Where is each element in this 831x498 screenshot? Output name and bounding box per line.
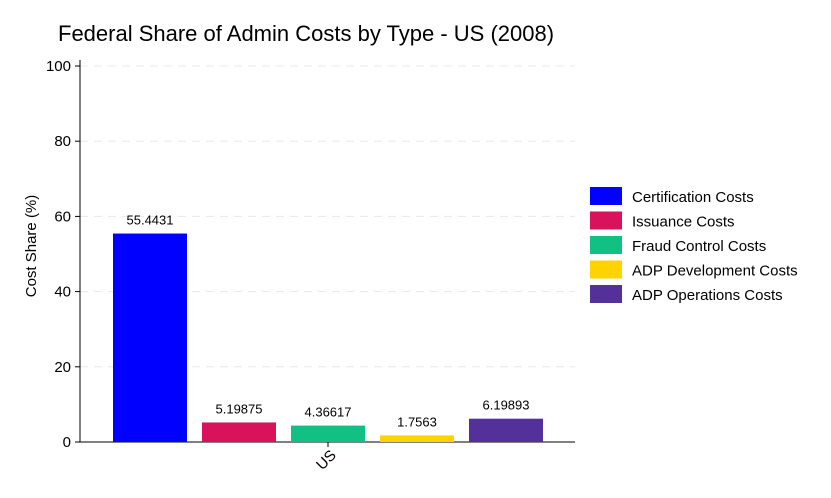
data-label: 4.36617 <box>305 405 352 420</box>
x-tick-label: US <box>313 447 340 474</box>
bar-fraud-control-costs <box>291 425 365 442</box>
y-tick-label: 0 <box>63 434 71 451</box>
bar-issuance-costs <box>202 422 276 442</box>
data-label: 1.7563 <box>397 414 437 429</box>
y-tick-label: 40 <box>54 284 71 301</box>
data-label: 5.19875 <box>216 401 263 416</box>
data-labels: 55.4431 5.19875 4.36617 1.7563 6.19893 <box>127 213 530 430</box>
chart-title: Federal Share of Admin Costs by Type - U… <box>58 21 554 46</box>
legend: Certification Costs Issuance Costs Fraud C… <box>590 187 798 304</box>
legend-entry: ADP Development Costs <box>632 263 798 280</box>
x-axis-ticks: US <box>313 442 340 474</box>
data-label: 6.19893 <box>483 398 530 413</box>
bar-adp-development-costs <box>380 435 454 442</box>
legend-swatch <box>590 187 622 205</box>
data-label: 55.4431 <box>127 213 174 228</box>
legend-entry: ADP Operations Costs <box>632 287 783 304</box>
legend-swatch <box>590 285 622 303</box>
y-tick-label: 80 <box>54 133 71 150</box>
bars <box>113 233 543 442</box>
y-axis-label: Cost Share (%) <box>23 195 40 298</box>
bar-certification-costs <box>113 233 187 442</box>
y-tick-label: 20 <box>54 359 71 376</box>
legend-swatch <box>590 211 622 230</box>
legend-entry: Certification Costs <box>632 189 754 206</box>
legend-swatch <box>590 236 622 254</box>
y-tick-label: 60 <box>54 208 71 225</box>
bar-adp-operations-costs <box>469 418 543 442</box>
y-tick-label: 100 <box>46 58 71 75</box>
legend-swatch <box>590 260 622 279</box>
y-axis-ticks: 0 20 40 60 80 100 <box>46 58 80 451</box>
legend-entry: Fraud Control Costs <box>632 238 766 255</box>
legend-entry: Issuance Costs <box>632 214 735 231</box>
gridlines <box>80 65 575 368</box>
